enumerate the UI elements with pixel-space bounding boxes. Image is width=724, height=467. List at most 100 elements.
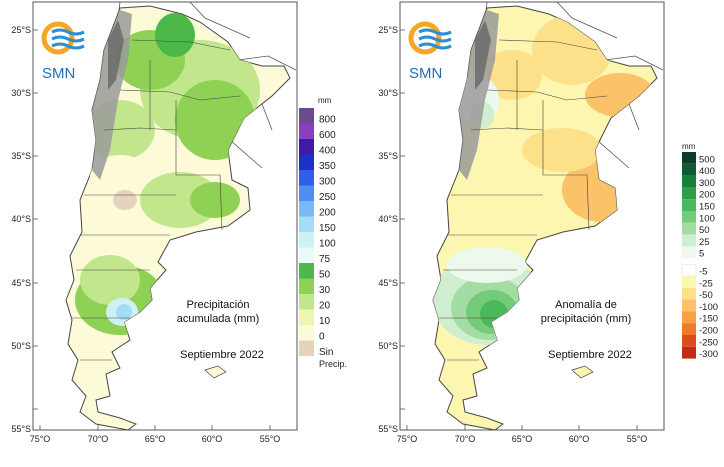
anomaly-map: 25°S 30°S 35°S 40°S 45°S 50°S 55°S 75°O … — [378, 1, 718, 444]
legend-label: 10 — [319, 316, 331, 327]
lon-label: 70°O — [455, 434, 476, 444]
lon-label: 65°O — [145, 434, 166, 444]
lat-label: 45°S — [378, 278, 398, 288]
legend-swatch — [299, 108, 314, 124]
legend-swatch — [299, 325, 314, 341]
legend-swatch — [682, 175, 696, 188]
legend-swatch — [682, 246, 696, 259]
lat-label: 35°S — [11, 151, 31, 161]
legend-swatch — [299, 201, 314, 217]
legend-label: 200 — [699, 190, 715, 201]
lat-label: 25°S — [11, 25, 31, 35]
lon-label: 55°O — [627, 434, 648, 444]
legend-label: -25 — [699, 278, 713, 289]
legend-swatch — [299, 309, 314, 325]
map-title-line1: Anomalía de — [555, 299, 617, 311]
legend-label: 50 — [699, 225, 710, 236]
legend-swatch — [299, 340, 314, 356]
legend-swatch — [682, 287, 696, 300]
lat-label: 50°S — [378, 341, 398, 351]
legend-swatch — [299, 232, 314, 248]
map-period: Septiembre 2022 — [548, 349, 632, 361]
legend-label: -250 — [699, 337, 718, 348]
lat-label: 35°S — [378, 151, 398, 161]
legend-swatch — [682, 222, 696, 235]
legend-label: 800 — [319, 115, 336, 126]
legend-swatch — [682, 163, 696, 176]
legend-swatch — [682, 152, 696, 164]
legend-swatch — [299, 170, 314, 186]
legend-label: Precip. — [319, 359, 347, 369]
legend-swatch — [299, 185, 314, 201]
smn-logo: SMN — [41, 21, 85, 82]
latitude-ticks — [33, 29, 38, 410]
lon-label: 75°O — [397, 434, 418, 444]
legend-label: 350 — [319, 161, 336, 172]
legend-label: 5 — [699, 249, 704, 260]
lon-label: 60°O — [569, 434, 590, 444]
legend-swatch — [681, 263, 697, 277]
lat-label: 25°S — [378, 25, 398, 35]
longitude-ticks — [406, 425, 638, 430]
legend-label: -5 — [699, 267, 707, 278]
legend-label: 30 — [319, 285, 331, 296]
legend-label: 0 — [319, 332, 325, 343]
legend-label: 300 — [699, 178, 715, 189]
legend-label: -300 — [699, 349, 718, 360]
latitude-ticks — [400, 29, 405, 410]
legend-swatch — [682, 276, 696, 288]
province-borders — [72, 39, 241, 361]
legend-swatch — [299, 247, 314, 263]
legend-label: 150 — [699, 202, 715, 213]
legend-label: 25 — [699, 237, 710, 248]
latitude-labels: 25°S 30°S 35°S 40°S 45°S 50°S 55°S — [378, 25, 398, 434]
andes-relief-dark — [108, 20, 124, 90]
malvinas-islands — [571, 365, 594, 379]
legend-swatch — [682, 299, 696, 312]
longitude-labels: 75°O 70°O 65°O 60°O 55°O — [30, 434, 281, 444]
lat-label: 40°S — [11, 214, 31, 224]
legend-swatch — [299, 154, 314, 170]
legend-label: 400 — [319, 146, 336, 157]
smn-logo: SMN — [408, 21, 452, 82]
andes-relief-dark — [475, 20, 491, 90]
legend-unit: mm — [318, 96, 332, 105]
legend-swatch — [682, 323, 696, 335]
legend-swatch — [682, 335, 696, 347]
legend-swatch — [682, 346, 696, 359]
andes-relief — [459, 10, 499, 180]
lat-label: 55°S — [378, 424, 398, 434]
lat-label: 45°S — [11, 278, 31, 288]
legend-label: 150 — [319, 223, 336, 234]
map-title: Precipitación acumulada (mm) Septiembre … — [177, 299, 264, 361]
anomaly-map-panel: 25°S 30°S 35°S 40°S 45°S 50°S 55°S 75°O … — [362, 0, 724, 462]
legend-label: 500 — [699, 154, 715, 165]
lat-label: 55°S — [11, 424, 31, 434]
andes-relief — [92, 10, 132, 180]
lon-label: 55°O — [260, 434, 281, 444]
precipitation-legend: mm 8006004003503002502001501007550302010… — [299, 96, 347, 369]
legend-swatch — [299, 139, 314, 155]
legend-label: 50 — [319, 270, 331, 281]
legend-swatch — [299, 216, 314, 232]
legend-swatch — [682, 234, 696, 247]
legend-swatch — [682, 211, 696, 223]
legend-label: 300 — [319, 177, 336, 188]
legend-swatch — [299, 294, 314, 310]
map-title: Anomalía de precipitación (mm) Septiembr… — [541, 299, 632, 361]
legend-unit: mm — [682, 142, 696, 151]
lat-label: 30°S — [11, 88, 31, 98]
legend-label: 100 — [699, 213, 715, 224]
lat-label: 40°S — [378, 214, 398, 224]
legend-swatch — [682, 199, 696, 211]
legend-label: 20 — [319, 301, 331, 312]
legend-label: -150 — [699, 314, 718, 325]
legend-swatch — [299, 123, 314, 139]
lon-label: 70°O — [88, 434, 109, 444]
legend-swatch — [299, 278, 314, 294]
province-borders — [439, 39, 608, 361]
legend-swatch — [299, 263, 314, 279]
precipitation-map: 25°S 30°S 35°S 40°S 45°S 50°S 55°S 75°O … — [11, 1, 347, 444]
legend-label: Sin — [319, 347, 333, 358]
lon-label: 60°O — [202, 434, 223, 444]
